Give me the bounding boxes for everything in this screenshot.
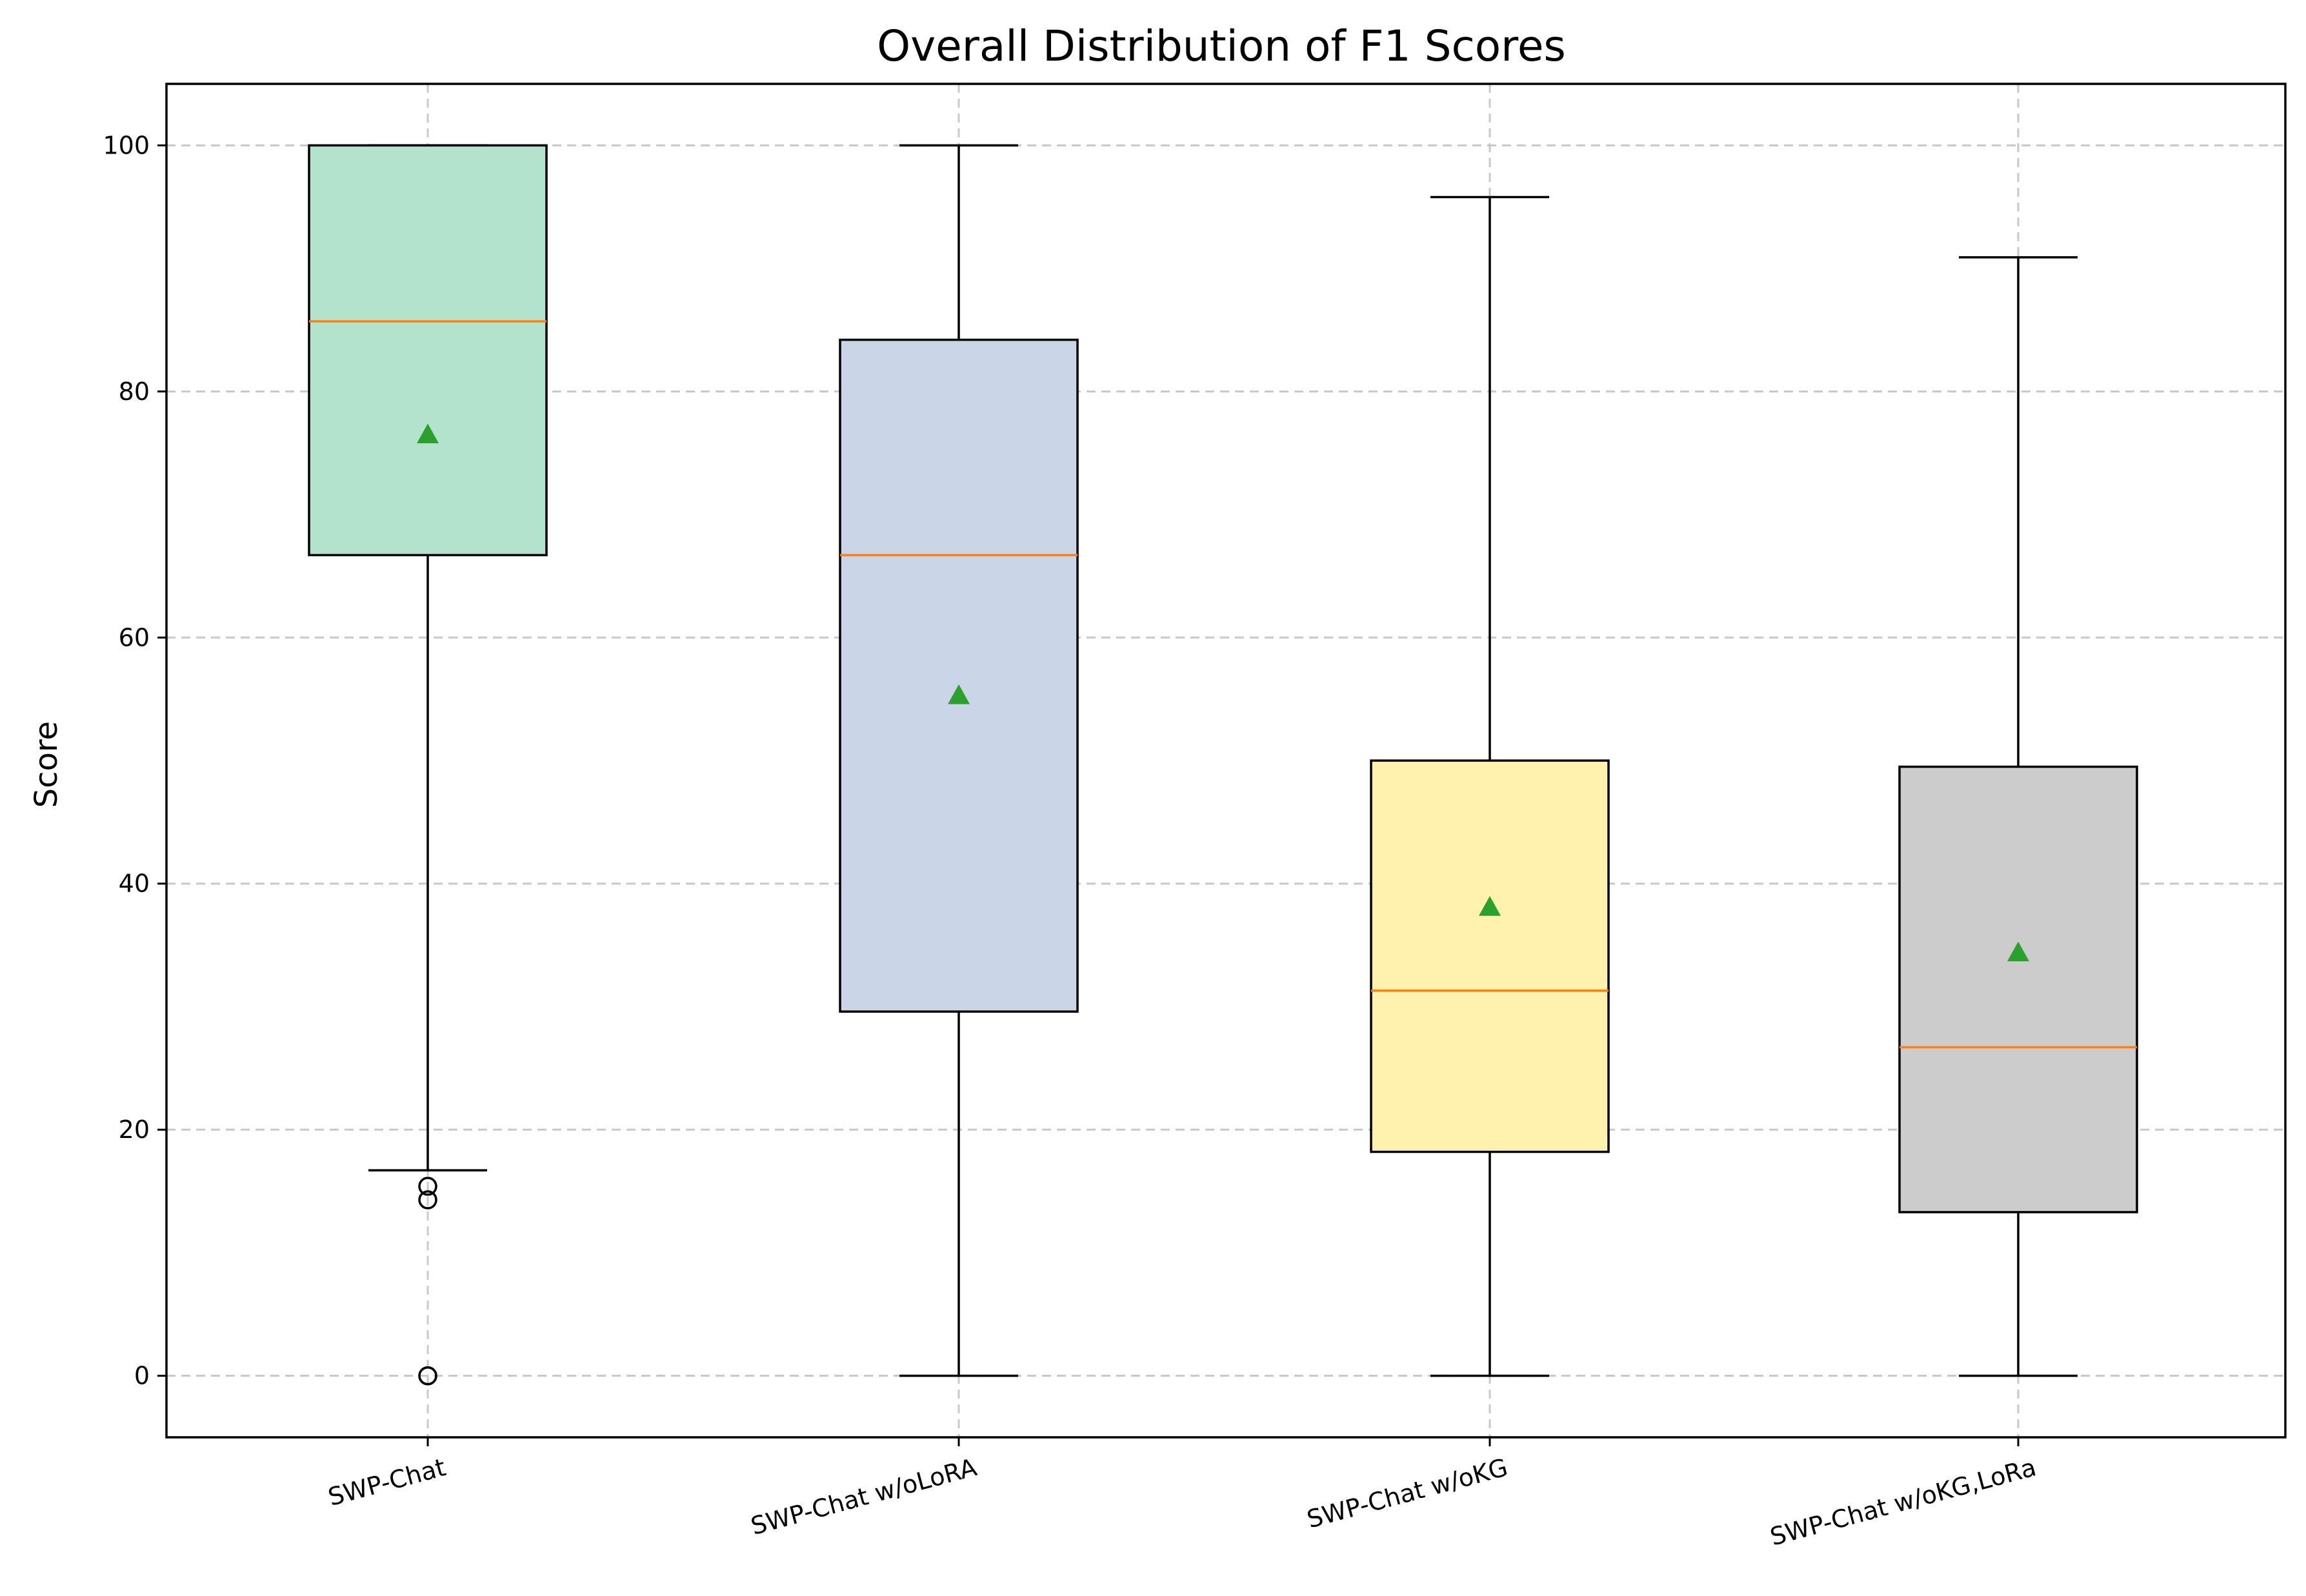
y-axis-title: Score bbox=[28, 721, 65, 808]
box-group bbox=[839, 144, 1079, 1377]
mean-marker bbox=[1479, 895, 1501, 916]
mean-marker bbox=[417, 423, 439, 444]
chart-title: Overall Distribution of F1 Scores bbox=[877, 21, 1566, 71]
box-layer bbox=[308, 144, 2138, 1386]
iqr-box bbox=[1898, 765, 2138, 1213]
y-tick-label: 40 bbox=[119, 870, 150, 898]
outlier-point bbox=[418, 1366, 437, 1386]
iqr-box bbox=[839, 338, 1079, 1013]
box-group bbox=[1370, 195, 1610, 1377]
y-tick-label: 100 bbox=[103, 131, 150, 159]
outlier-point bbox=[418, 1190, 437, 1210]
y-tick-label: 60 bbox=[119, 623, 150, 652]
iqr-box bbox=[1370, 759, 1610, 1153]
box-group bbox=[308, 144, 548, 1386]
mean-marker bbox=[948, 684, 970, 704]
box-group bbox=[1898, 256, 2138, 1377]
y-tick-label: 80 bbox=[119, 377, 150, 406]
iqr-box bbox=[308, 144, 548, 557]
plot-frame bbox=[165, 83, 2287, 1439]
y-tick-label: 20 bbox=[119, 1115, 150, 1144]
outlier-point bbox=[418, 1177, 437, 1196]
mean-marker bbox=[2007, 941, 2029, 962]
y-tick-label: 0 bbox=[134, 1362, 150, 1390]
